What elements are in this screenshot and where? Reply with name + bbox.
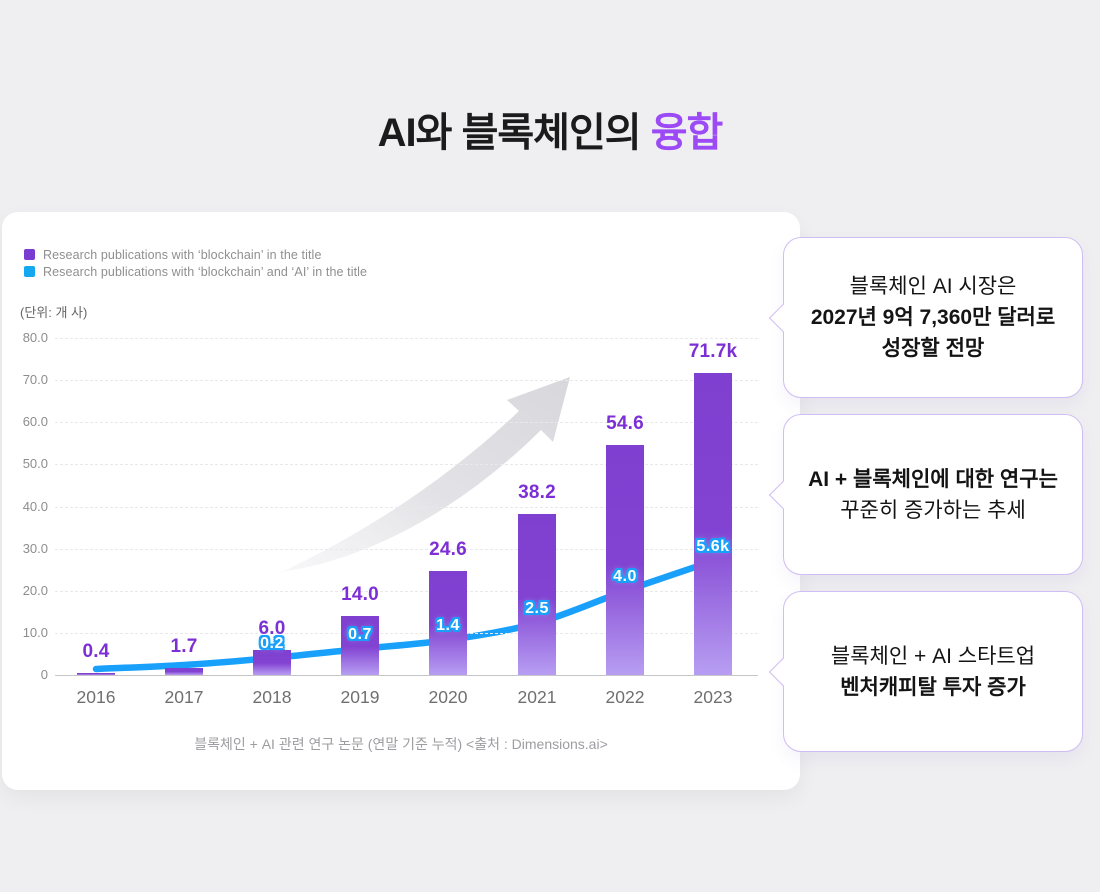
y-axis-tick: 50.0 [22,456,48,472]
bar-2023 [694,372,732,675]
callout-text-line: 2027년 9억 7,360만 달러로 [810,306,1056,329]
x-axis-line [55,675,758,676]
line-value-label: 0.2 [260,635,284,652]
y-axis-tick: 30.0 [22,540,48,556]
gridline [55,548,758,550]
gridline [55,380,758,382]
x-axis-tick: 2017 [164,687,204,707]
bar-value-label: 14.0 [341,584,379,606]
chart-caption: 블록체인 + AI 관련 연구 논문 (연말 기준 누적) <출처 : Dime… [194,736,608,752]
x-axis-tick: 2022 [605,687,645,707]
line-value-label: 5.6k [696,538,730,555]
legend-row: Research publications with ‘blockchain’ … [24,263,367,280]
bar-value-label: 6.0 [258,617,286,639]
y-axis-tick: 60.0 [22,414,48,430]
x-axis-tick: 2018 [252,687,292,707]
y-axis-tick: 80.0 [22,330,48,345]
bar-2021 [518,514,556,675]
line-value-label: 0.7 [348,626,372,643]
gridline [55,590,758,592]
callout-text-line: 성장할 전망 [881,337,985,360]
gridline [55,422,758,424]
bar-2019 [341,616,379,675]
callout-text-line: 꾸준히 증가하는 추세 [840,498,1026,522]
page-title-highlight: 융합 [650,111,724,155]
bar-value-label: 24.6 [429,539,467,561]
callout-text-line: 벤처캐피탈 투자 증가 [840,675,1026,699]
legend-label: Research publications with ‘blockchain’ … [43,247,322,262]
y-axis-tick: 70.0 [22,372,48,388]
bar-value-label: 1.7 [170,635,198,657]
x-axis-tick: 2023 [693,687,733,707]
y-axis-tick: 20.0 [22,582,48,598]
x-axis-tick: 2016 [76,687,116,707]
line-value-label: 2.5 [525,600,549,617]
bar-2016 [77,673,115,675]
chart-plot-area: 80.0 70.0 60.0 50.0 40.0 30.0 20.0 10.0 0 0.4 2016… [2,212,800,790]
bar-2017 [165,667,203,675]
bar-2018 [253,649,291,675]
bar-series-swatch [24,249,35,260]
gridline [55,338,758,339]
bar-value-label: 0.4 [82,641,110,663]
bar-2020 [429,571,467,675]
x-axis-tick: 2020 [428,687,468,707]
bar-value-label: 71.7k [688,340,738,362]
legend-row: Research publications with ‘blockchain’ … [24,246,367,263]
y-axis-tick: 40.0 [22,498,48,514]
bar-value-label: 38.2 [518,482,556,504]
bar-2022 [606,444,644,675]
y-axis-tick: 10.0 [22,624,48,640]
callout-text-line: AI + 블록체인에 대한 연구는 [808,467,1058,491]
gridline [55,632,758,634]
callout-text-line: 블록체인 AI 시장은 [849,275,1017,298]
page-title-text: AI와 블록체인의 [377,111,651,155]
x-axis-tick: 2019 [340,687,380,707]
x-axis-tick: 2021 [517,687,557,707]
chart-panel: Research publications with ‘blockchain’ … [2,212,800,790]
legend-label: Research publications with ‘blockchain’ … [43,264,368,279]
line-series-swatch [24,266,35,277]
gridline [55,506,758,508]
y-axis-tick: 0 [40,667,48,682]
bar-value-label: 54.6 [606,412,644,434]
callout-text-line: 블록체인 + AI 스타트업 [830,644,1036,668]
page-title: AI와 블록체인의 융합 [0,100,1100,158]
line-value-label: 4.0 [613,568,637,585]
chart-legend: Research publications with ‘blockchain’ … [24,246,367,280]
line-value-label: 1.4 [436,617,460,634]
unit-label: (단위: 개 사) [20,305,88,320]
gridline [55,464,758,466]
